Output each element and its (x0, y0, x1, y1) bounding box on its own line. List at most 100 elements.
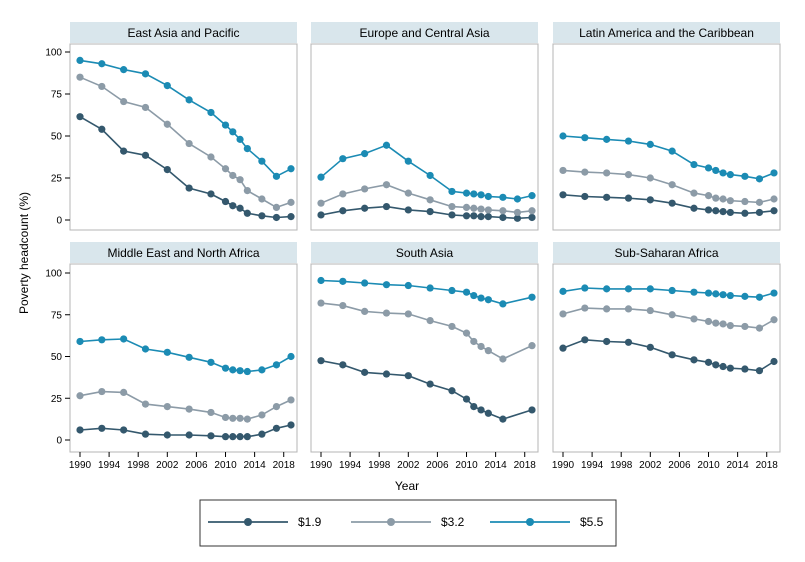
data-point (76, 337, 84, 346)
data-point (470, 190, 478, 198)
data-point (141, 103, 150, 112)
data-point (477, 191, 485, 199)
data-point (272, 424, 281, 432)
data-point (236, 433, 244, 441)
data-point (426, 208, 434, 216)
panel-frame (310, 263, 539, 453)
data-point (448, 187, 456, 196)
data-point (704, 206, 713, 214)
data-point (484, 296, 492, 304)
data-point (76, 73, 84, 81)
data-point (448, 286, 456, 295)
data-point (229, 128, 237, 136)
data-point (98, 387, 106, 396)
x-tick-label: 1994 (98, 460, 121, 471)
data-point (484, 347, 492, 355)
x-tick-label: 2006 (185, 460, 208, 471)
data-point (712, 166, 720, 175)
data-point (448, 211, 456, 219)
data-point (470, 212, 478, 220)
data-point (243, 433, 251, 441)
data-point (462, 288, 471, 296)
data-point (741, 172, 749, 180)
data-point (559, 310, 567, 318)
data-point (690, 315, 698, 323)
data-point (513, 214, 522, 222)
data-point (185, 96, 193, 104)
data-point (719, 195, 727, 203)
data-point (499, 355, 507, 363)
data-point (404, 310, 412, 318)
data-point (712, 319, 720, 327)
data-point (426, 196, 434, 204)
x-tick-label: 1990 (310, 460, 333, 471)
panel-frame (552, 43, 781, 231)
data-point (559, 132, 567, 140)
data-point (404, 372, 412, 380)
data-point (317, 199, 325, 207)
data-point (207, 190, 215, 198)
data-point (404, 189, 412, 197)
data-point (258, 366, 266, 374)
data-point (624, 305, 633, 313)
data-point (559, 166, 567, 175)
data-point (163, 403, 171, 411)
data-point (426, 316, 434, 325)
data-point (221, 165, 230, 173)
data-point (581, 284, 589, 292)
data-point (317, 276, 325, 285)
panel-header (311, 242, 538, 263)
data-point (513, 195, 522, 203)
series-line (79, 116, 292, 219)
data-point (719, 208, 727, 216)
data-point (726, 322, 734, 330)
data-point (499, 300, 507, 308)
data-point (258, 157, 266, 165)
panel-title: Europe and Central Asia (359, 26, 489, 40)
panel-frame (552, 263, 781, 453)
data-point (221, 121, 230, 129)
data-point (163, 166, 171, 174)
data-point (741, 365, 749, 373)
data-point (236, 135, 244, 143)
data-point (272, 361, 281, 369)
data-point (221, 413, 230, 422)
data-point (272, 203, 281, 211)
data-point (690, 356, 698, 364)
data-point (668, 181, 676, 189)
y-axis-title: Poverty headcount (%) (17, 192, 31, 314)
data-point (229, 433, 237, 441)
data-point (287, 198, 295, 206)
data-point (484, 206, 492, 214)
data-point (229, 366, 237, 374)
data-point (528, 207, 536, 215)
series-line (320, 279, 533, 305)
data-point (477, 294, 485, 302)
data-point (499, 193, 507, 201)
x-tick-label: 1990 (69, 460, 92, 471)
data-point (704, 164, 713, 172)
y-tick-label: 75 (51, 310, 63, 321)
data-point (719, 291, 727, 299)
plot-area: East Asia and Pacific 0 25 50 75 100 Europe an… (45, 22, 781, 471)
data-point (236, 204, 244, 212)
panel-header (70, 242, 297, 263)
data-point (120, 388, 128, 397)
data-point (726, 197, 734, 205)
data-point (448, 387, 456, 395)
data-point (741, 322, 749, 331)
panel: Latin America and the Caribbean (552, 22, 781, 231)
data-point (339, 361, 347, 369)
panel: Sub-Saharan Africa 1990 1994 1998 2002 2006 20… (552, 242, 781, 471)
data-point (185, 139, 193, 148)
data-point (339, 207, 347, 215)
data-point (581, 336, 589, 344)
x-tick-label: 1994 (581, 460, 604, 471)
data-point (484, 213, 492, 221)
y-tick-label: 0 (56, 436, 62, 447)
data-point (528, 192, 536, 200)
y-tick-label: 25 (51, 174, 63, 185)
data-point (603, 285, 611, 293)
data-point (426, 171, 434, 180)
data-point (76, 426, 84, 434)
